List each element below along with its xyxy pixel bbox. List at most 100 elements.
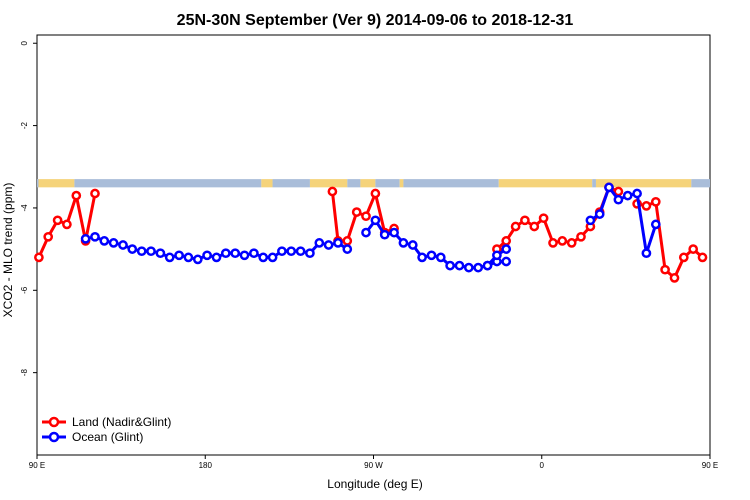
series-0-point-3-2: [650, 196, 661, 207]
series-1-line-3: [589, 185, 658, 255]
series-0-point-1-2: [342, 236, 353, 246]
legend-ocean-marker: [48, 431, 60, 443]
series-1-point-0-25: [314, 238, 325, 248]
band-land-5: [309, 179, 348, 188]
series-1-point-0-18: [249, 248, 259, 259]
series-1-point-0-27: [333, 238, 343, 248]
band-land-9: [399, 179, 404, 188]
band-land-1: [38, 179, 75, 188]
x-tick-label-0: 90 E: [29, 461, 45, 470]
series-1-point-3-7: [650, 219, 661, 230]
series-1-point-0-16: [230, 248, 241, 259]
series-layer: [34, 182, 708, 283]
band-ocean-14: [691, 179, 710, 188]
series-1-point-1-2: [379, 229, 390, 240]
series-1-point-0-4: [118, 240, 128, 250]
series-1-point-0-11: [183, 252, 194, 263]
series-0-point-1-0: [327, 186, 338, 197]
band-land-7: [360, 179, 376, 188]
series-1-point-0-24: [305, 248, 315, 259]
series-1-point-0-0: [80, 233, 91, 244]
series-1-point-1-0: [361, 227, 371, 238]
series-1-point-3-6: [641, 248, 652, 259]
series-0-point-3-5: [678, 252, 689, 263]
series-0-point-0-0: [34, 252, 44, 263]
series-0: [34, 182, 708, 283]
plot-area-border: [36, 34, 711, 456]
series-1-point-1-7: [426, 250, 437, 261]
band-land-3: [261, 179, 273, 188]
series-1-point-0-21: [277, 246, 287, 257]
series-1-point-0-9: [164, 252, 175, 263]
series-1-point-1-11: [463, 262, 474, 273]
y-axis-label: XCO2 - MLO trend (ppm): [1, 183, 15, 318]
series-1-point-0-5: [127, 244, 138, 254]
band-ocean-2: [74, 179, 262, 188]
y-tick-label-2: -4: [20, 204, 29, 212]
series-1-point-1-6: [417, 252, 427, 263]
series-0-point-1-5: [370, 188, 381, 199]
series-0-point-1-3: [351, 207, 362, 217]
series-1-point-1-1: [370, 215, 381, 226]
series-1-point-2-0: [482, 260, 493, 271]
series-1-point-3-1: [594, 209, 605, 219]
series-0-point-0-6: [90, 188, 100, 199]
series-1-point-1-5: [407, 240, 418, 250]
series-0-point-3-4: [669, 273, 680, 283]
band-land-11: [498, 179, 593, 188]
series-1-point-0-28: [342, 244, 353, 254]
chart-title: 25N-30N September (Ver 9) 2014-09-06 to …: [177, 12, 574, 29]
legend-ocean-label: Ocean (Glint): [72, 430, 143, 444]
series-1: [80, 182, 661, 273]
series-1-point-0-17: [239, 250, 250, 261]
series-1-point-1-9: [445, 260, 455, 271]
series-0-point-3-3: [660, 264, 670, 275]
series-1-point-1-15: [501, 256, 512, 267]
series-1-point-3-5: [632, 188, 642, 199]
x-tick-label-4: 90 E: [702, 461, 718, 470]
series-1-point-2-2: [501, 244, 512, 254]
band-ocean-12: [592, 179, 596, 188]
band-ocean-10: [403, 179, 499, 188]
x-tick-label-1: 180: [199, 461, 213, 470]
x-axis-label: Longitude (deg E): [327, 477, 422, 491]
series-0-point-3-1: [641, 201, 652, 211]
series-1-point-0-2: [99, 236, 110, 246]
series-0-point-2-3: [520, 215, 530, 226]
y-tick-label-3: -6: [20, 286, 29, 294]
series-1-point-1-3: [389, 227, 399, 238]
series-0-point-0-1: [43, 231, 54, 242]
series-1-point-2-1: [492, 250, 502, 261]
series-1-point-0-1: [90, 231, 100, 242]
series-1-point-0-7: [146, 246, 156, 257]
series-0-point-2-1: [501, 236, 512, 246]
x-axis: 90 E 180 90 W 0 90 E: [29, 455, 718, 470]
band-ocean-6: [347, 179, 361, 188]
y-tick-label-0: 0: [20, 40, 29, 45]
series-1-line-1: [364, 218, 507, 270]
series-1-point-0-3: [108, 238, 119, 248]
y-axis: 0 -2 -4 -6 -8: [20, 40, 37, 376]
series-1-point-3-4: [622, 190, 633, 201]
series-1-point-3-3: [613, 194, 624, 205]
series-0-point-2-6: [548, 238, 558, 248]
series-1-point-0-13: [202, 250, 212, 261]
legend: Land (Nadir&Glint) Ocean (Glint): [42, 415, 171, 444]
y-tick-label-4: -8: [20, 369, 29, 377]
series-0-point-2-8: [566, 238, 577, 248]
land-ocean-band: [37, 179, 710, 188]
y-tick-label-1: -2: [20, 121, 29, 129]
x-tick-label-2: 90 W: [364, 461, 383, 470]
legend-land-marker: [48, 416, 60, 428]
series-0-point-2-4: [529, 221, 540, 232]
series-0-point-0-4: [71, 190, 82, 201]
band-land-13: [595, 179, 692, 188]
x-tick-label-3: 0: [540, 461, 545, 470]
band-ocean-4: [272, 179, 310, 188]
series-1-point-0-26: [323, 240, 334, 250]
series-0-point-2-7: [557, 236, 568, 246]
series-0-line-3: [636, 200, 704, 280]
band-ocean-0: [37, 179, 39, 188]
series-0-point-2-2: [510, 221, 521, 232]
